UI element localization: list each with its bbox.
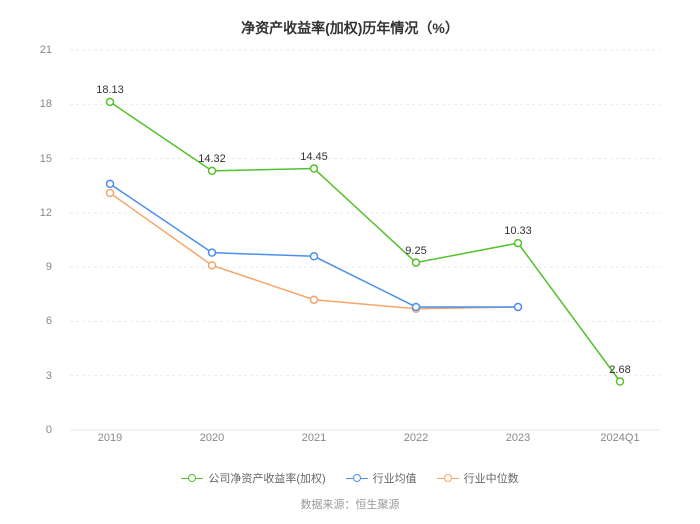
- data-point-label: 2.68: [609, 364, 630, 376]
- x-tick-label: 2022: [404, 432, 428, 444]
- y-tick-label: 6: [46, 315, 52, 327]
- y-tick-label: 12: [40, 207, 52, 219]
- x-tick-label: 2020: [200, 432, 224, 444]
- data-point-label: 9.25: [405, 245, 426, 257]
- legend-item-industry_avg[interactable]: 行业均值: [346, 470, 417, 486]
- y-tick-label: 0: [46, 424, 52, 436]
- legend-swatch-icon: [437, 473, 459, 483]
- x-tick-label: 2021: [302, 432, 326, 444]
- y-tick-label: 9: [46, 261, 52, 273]
- data-point-label: 14.45: [300, 151, 328, 163]
- data-point-label: 10.33: [504, 225, 532, 237]
- plot-area: 18.13 14.32 14.45 9.25 10.33 2.68: [70, 50, 660, 430]
- legend: 公司净资产收益率(加权) 行业均值 行业中位数: [0, 470, 700, 486]
- legend-item-company[interactable]: 公司净资产收益率(加权): [181, 470, 325, 486]
- y-tick-label: 3: [46, 370, 52, 382]
- chart-container: 净资产收益率(加权)历年情况（%） 0 3 6 9 12 15 18 21 18.13 14.3…: [0, 0, 700, 524]
- x-tick-label: 2024Q1: [600, 432, 639, 444]
- y-tick-label: 18: [40, 98, 52, 110]
- x-tick-label: 2019: [98, 432, 122, 444]
- legend-item-industry_median[interactable]: 行业中位数: [437, 470, 519, 486]
- legend-label: 行业中位数: [464, 470, 519, 486]
- chart-title: 净资产收益率(加权)历年情况（%）: [0, 18, 700, 38]
- legend-label: 行业均值: [373, 470, 417, 486]
- x-tick-label: 2023: [506, 432, 530, 444]
- data-point-label: 14.32: [198, 153, 226, 165]
- plot-svg: [70, 50, 660, 430]
- legend-swatch-icon: [346, 473, 368, 483]
- y-tick-label: 15: [40, 153, 52, 165]
- y-axis: 036912151821: [0, 50, 60, 430]
- legend-swatch-icon: [181, 473, 203, 483]
- data-point-label: 18.13: [96, 84, 124, 96]
- legend-label: 公司净资产收益率(加权): [208, 470, 325, 486]
- source-label: 数据来源：恒生聚源: [0, 496, 700, 512]
- y-tick-label: 21: [40, 44, 52, 56]
- x-axis: 2019 2020 2021 2022 2023 2024Q1: [70, 432, 660, 452]
